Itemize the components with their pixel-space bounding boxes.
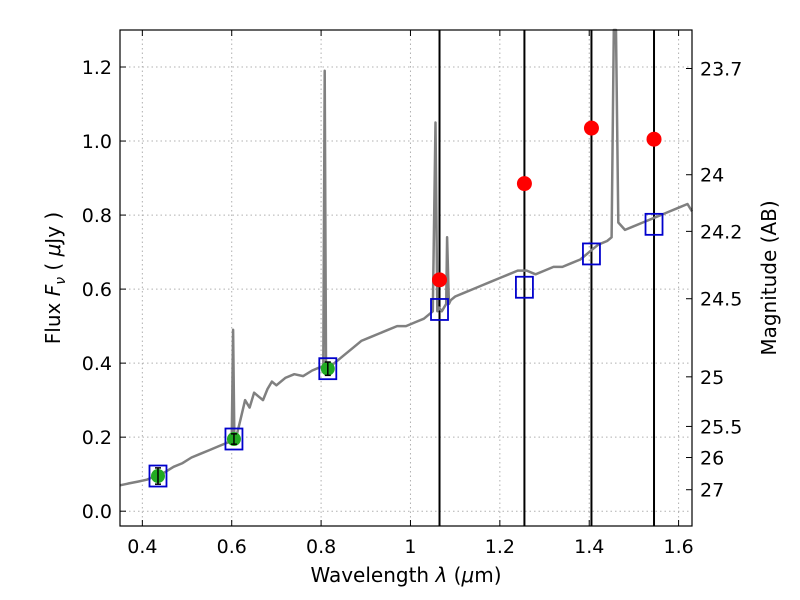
y-tick-label: 0.8 <box>82 205 112 227</box>
x-tick-label: 1 <box>404 536 416 558</box>
y2-tick-label: 24 <box>700 165 724 187</box>
model-photometry-square <box>644 212 664 236</box>
model-photometry-square <box>582 242 601 266</box>
upper-limit-point <box>516 176 532 192</box>
x-axis-label: Wavelength λ (μm) <box>310 563 501 587</box>
model-photometry-square <box>515 275 534 299</box>
y2-tick-label: 25.5 <box>700 416 742 438</box>
model-photometry-square <box>430 298 449 321</box>
y-tick-label: 0.4 <box>82 353 112 375</box>
spectrum-line <box>119 28 694 487</box>
x-tick-label: 1.6 <box>663 536 693 558</box>
y-tick-label: 1.0 <box>82 131 112 153</box>
x-tick-label: 1.4 <box>574 536 604 558</box>
x-tick-label: 0.4 <box>127 536 157 558</box>
y2-tick-label: 24.2 <box>700 221 742 243</box>
model-photometry-square <box>224 427 244 451</box>
model-photometry-square <box>318 357 338 381</box>
vertical-lines <box>438 30 656 526</box>
y2-axis-label: Magnitude (AB) <box>757 200 781 355</box>
upper-limit-point <box>646 131 662 147</box>
x-tick-label: 0.6 <box>217 536 247 558</box>
y2-tick-label: 26 <box>700 448 724 470</box>
y-tick-label: 1.2 <box>82 57 112 79</box>
y2-tick-label: 27 <box>700 480 724 502</box>
grid-layer <box>120 30 692 526</box>
upper-limit-point <box>432 272 448 288</box>
y-tick-label: 0.2 <box>82 427 112 449</box>
tick-layer: 0.4 0.6 0.8 1 1.2 1.4 1.6 0.0 0.2 0.4 0.6 0.8 1.0 1.2… <box>82 30 742 558</box>
y2-tick-label: 23.7 <box>700 58 742 80</box>
x-tick-label: 0.8 <box>306 536 336 558</box>
y-tick-label: 0.0 <box>82 501 112 523</box>
upper-limit-point <box>583 120 599 136</box>
y2-tick-label: 25 <box>700 367 724 389</box>
plot-frame <box>119 29 693 527</box>
y-tick-label: 0.6 <box>82 279 112 301</box>
x-tick-label: 1.2 <box>485 536 515 558</box>
y-axis-label: Flux Fν ( μJy ) <box>41 212 69 344</box>
data-layer <box>119 28 694 488</box>
model-photometry-square <box>148 464 168 488</box>
y2-tick-label: 24.5 <box>700 289 742 311</box>
